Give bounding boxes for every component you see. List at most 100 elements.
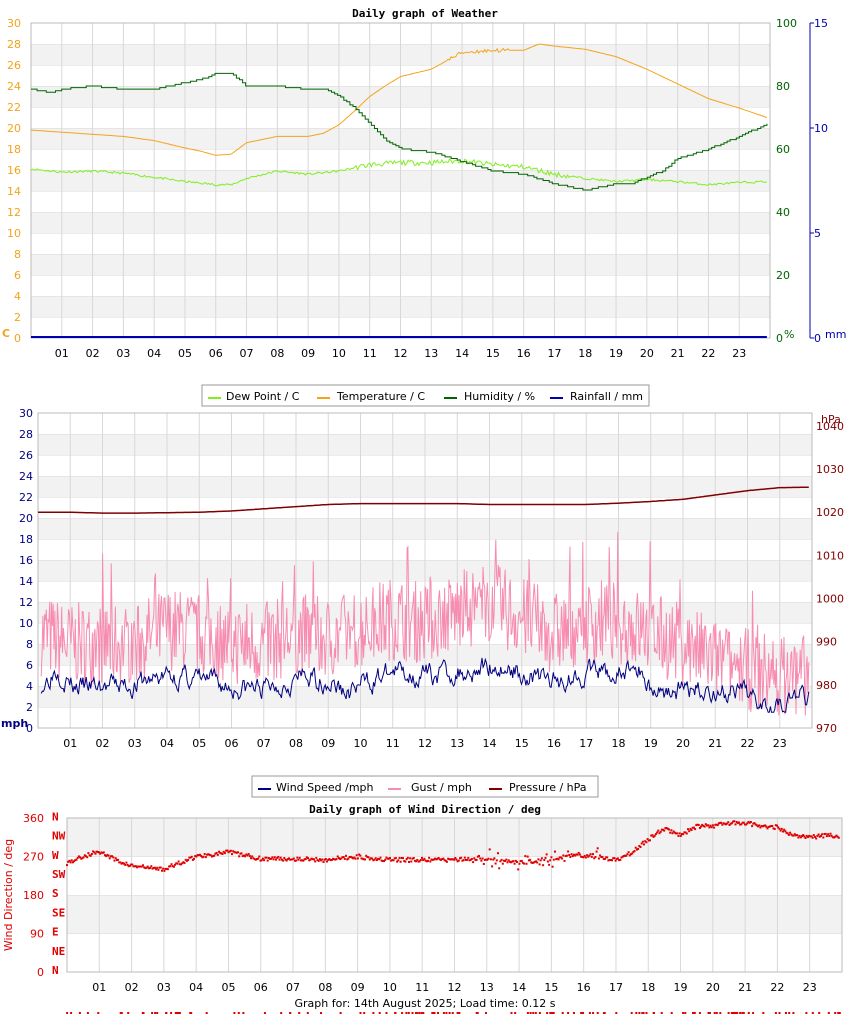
wind-direction-point (119, 861, 122, 864)
wind-direction-point (650, 834, 653, 837)
wind-direction-point (476, 855, 479, 858)
wind-direction-point (818, 835, 821, 838)
wind-direction-point (551, 865, 554, 868)
calm-marker (445, 1012, 448, 1014)
wind-direction-point (544, 856, 547, 859)
humidity-line (31, 72, 768, 191)
calm-marker (363, 1012, 366, 1014)
wind-direction-point (374, 857, 377, 860)
chart2-y-left-tick: 6 (26, 659, 33, 672)
wind-direction-point (172, 865, 175, 868)
chart2-x-tick: 01 (63, 737, 77, 750)
wind-direction-point (404, 860, 407, 863)
wind-direction-point (716, 824, 719, 827)
calm-marker (730, 1012, 733, 1014)
wind-direction-point (113, 859, 116, 862)
wind-direction-point (441, 858, 444, 860)
chart2-x-tick: 02 (96, 737, 110, 750)
chart1-x-tick: 08 (270, 347, 284, 360)
calm-marker (567, 1012, 570, 1014)
wind-direction-point (251, 855, 254, 858)
wind-direction-point (244, 855, 247, 858)
wind-direction-point (492, 858, 495, 861)
calm-marker (818, 1012, 821, 1014)
calm-marker (837, 1012, 840, 1014)
wind-direction-point (570, 853, 573, 856)
wind-direction-point (335, 858, 338, 861)
wind-direction-point (641, 840, 644, 843)
wind-direction-point (275, 858, 277, 861)
chart3-x-tick: 18 (641, 981, 655, 994)
wind-direction-point (757, 825, 759, 828)
chart3-compass-label: N (52, 810, 59, 823)
chart2-x-tick: 15 (515, 737, 529, 750)
wind-direction-point (559, 856, 562, 859)
wind-direction-point (336, 855, 339, 858)
wind-direction-point (68, 859, 71, 862)
wind-direction-point (364, 858, 366, 861)
calm-marker (534, 1012, 537, 1014)
chart1-y-right1-tick: 20 (776, 269, 790, 282)
wind-direction-point (204, 856, 207, 859)
wind-direction-point (99, 852, 102, 855)
wind-direction-point (543, 859, 546, 861)
wind-direction-point (581, 856, 584, 858)
calm-marker (538, 1012, 541, 1014)
chart3-y-label: Wind Direction / deg (2, 839, 15, 951)
chart3-y-tick: 0 (37, 966, 44, 979)
wind-direction-point (120, 862, 123, 865)
wind-direction-point (751, 825, 754, 828)
wind-direction-point (546, 860, 549, 863)
wind-direction-point (269, 857, 271, 860)
wind-direction-point (592, 853, 594, 856)
chart1-legend-label: Dew Point / C (226, 390, 300, 403)
chart2-y-right-tick: 980 (816, 679, 837, 692)
wind-direction-point (437, 857, 440, 859)
wind-direction-point (611, 859, 613, 862)
wind-direction-point (601, 855, 604, 858)
wind-direction-point (500, 858, 503, 861)
wind-direction-point (657, 829, 660, 832)
calm-marker (242, 1012, 245, 1014)
wind-direction-point (776, 824, 778, 827)
wind-direction-point (187, 859, 190, 861)
wind-direction-point (607, 859, 610, 862)
wind-direction-point (373, 858, 376, 861)
dew-point-line (30, 158, 768, 187)
wind-direction-point (430, 858, 433, 861)
wind-direction-point (638, 845, 641, 847)
wind-direction-point (773, 828, 776, 830)
chart3-x-tick: 13 (480, 981, 494, 994)
wind-direction-point (296, 856, 299, 859)
wind-direction-point (76, 856, 79, 859)
wind-direction-point (467, 856, 470, 859)
wind-direction-point (245, 853, 248, 856)
calm-marker (233, 1012, 236, 1014)
wind-direction-point (643, 843, 645, 846)
wind-direction-point (67, 860, 70, 863)
wind-direction-point (368, 858, 371, 861)
calm-marker (693, 1012, 696, 1014)
wind-direction-point (767, 825, 770, 828)
wind-direction-point (377, 857, 380, 860)
chart1-y-right2-tick: 15 (814, 17, 828, 30)
wind-direction-point (690, 829, 693, 831)
wind-direction-point (261, 857, 264, 860)
wind-direction-point (631, 852, 634, 855)
wind-direction-point (527, 859, 530, 862)
wind-direction-point (747, 820, 750, 823)
wind-direction-point (313, 858, 315, 861)
calm-marker (127, 1012, 130, 1014)
wind-direction-point (387, 857, 390, 860)
wind-direction-point (101, 851, 104, 854)
wind-direction-point (98, 851, 101, 854)
wind-direction-point (177, 860, 180, 863)
wind-direction-point (158, 866, 161, 869)
wind-direction-point (569, 856, 572, 858)
wind-direction-point (242, 854, 245, 857)
wind-direction-point (550, 856, 553, 859)
wind-direction-point (270, 857, 273, 860)
wind-direction-point (195, 855, 198, 858)
wind-direction-point (516, 861, 518, 863)
chart3-x-tick: 11 (415, 981, 429, 994)
